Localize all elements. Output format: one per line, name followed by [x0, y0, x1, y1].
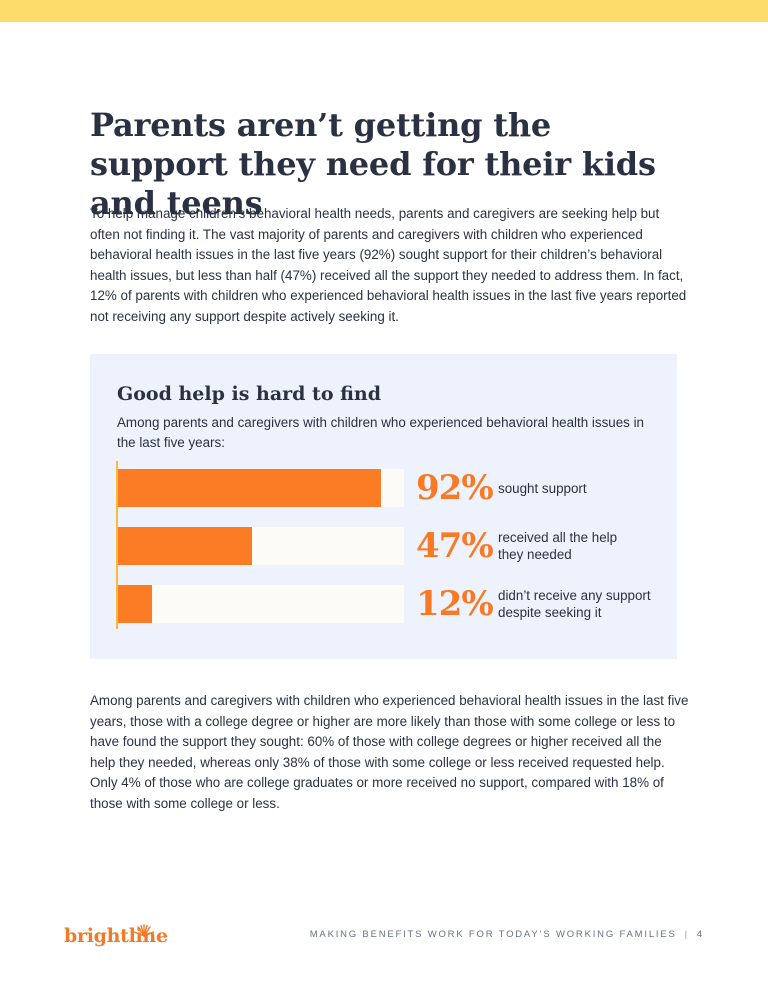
chart-axis-line	[116, 461, 118, 629]
bar-value-label: 47%	[416, 526, 494, 566]
intro-paragraph: To help manage children’s behavioral hea…	[90, 206, 687, 324]
footer-text: Making Benefits Work for Today’s Working…	[309, 929, 677, 940]
closing-paragraph: Among parents and caregivers with childr…	[90, 693, 689, 811]
chart-subtitle: Among parents and caregivers with childr…	[117, 415, 645, 450]
page-number: 4	[696, 929, 704, 940]
bar-3	[118, 585, 153, 623]
top-accent-bar	[0, 0, 768, 22]
chart-title: Good help is hard to find	[117, 383, 382, 405]
bar-value-label: 12%	[416, 584, 494, 624]
page-title: Parents aren’t getting the support they …	[90, 106, 656, 222]
bar-category-label: didn’t receive any support despite seekin…	[498, 588, 651, 620]
bar-2	[118, 527, 253, 565]
bar-1	[118, 469, 382, 507]
sunburst-icon	[133, 924, 155, 937]
chart-panel: Good help is hard to find Among parents …	[90, 354, 677, 659]
footer-separator: |	[684, 929, 689, 940]
bar-category-label: sought support	[498, 481, 587, 496]
bar-track	[118, 527, 404, 565]
bar-category-label: received all the help they needed	[498, 530, 618, 562]
bar-track	[118, 585, 404, 623]
bar-track	[118, 469, 404, 507]
footer: Making Benefits Work for Today’s Working…	[310, 929, 704, 941]
bar-value-label: 92%	[416, 468, 494, 508]
